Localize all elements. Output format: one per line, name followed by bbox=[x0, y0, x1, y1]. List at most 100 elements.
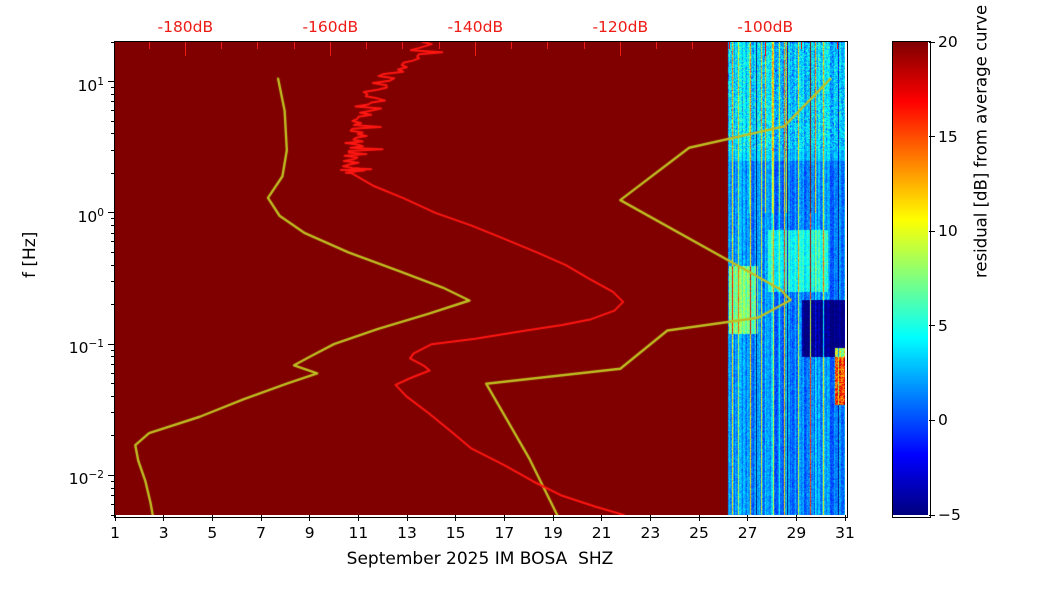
colorbar-tick bbox=[929, 514, 935, 516]
colorbar-tick-label: 10 bbox=[938, 222, 958, 241]
x-tick-label: 27 bbox=[737, 524, 758, 542]
x-tick bbox=[163, 515, 165, 521]
y-minor-tick bbox=[111, 372, 115, 374]
x-tick-label: 5 bbox=[207, 524, 218, 542]
x-tick bbox=[649, 515, 651, 521]
top-db-tick bbox=[764, 42, 766, 56]
y-minor-tick bbox=[111, 514, 115, 516]
top-db-tick-label: -120dB bbox=[592, 18, 649, 36]
x-tick-label: 19 bbox=[543, 524, 563, 542]
y-minor-tick bbox=[111, 264, 115, 266]
y-minor-tick bbox=[111, 349, 115, 351]
x-tick-label: 31 bbox=[835, 524, 855, 542]
top-db-minor-tick bbox=[583, 42, 585, 49]
y-minor-tick bbox=[111, 149, 115, 151]
colorbar-tick bbox=[929, 419, 935, 421]
y-minor-tick bbox=[111, 383, 115, 385]
y-minor-tick bbox=[111, 241, 115, 243]
y-tick-label: 101 bbox=[77, 75, 104, 95]
y-tick bbox=[108, 474, 115, 476]
colorbar-tick bbox=[929, 136, 935, 138]
x-tick bbox=[552, 515, 554, 521]
top-db-minor-tick bbox=[692, 42, 694, 49]
colorbar-tick-label: −5 bbox=[938, 506, 961, 524]
x-tick bbox=[406, 515, 408, 521]
x-tick-label: 29 bbox=[786, 524, 807, 542]
y-minor-tick bbox=[111, 395, 115, 397]
x-tick bbox=[309, 515, 311, 521]
x-tick-label: 17 bbox=[494, 524, 515, 542]
y-minor-tick bbox=[111, 93, 115, 95]
x-tick-label: 23 bbox=[640, 524, 661, 542]
y-minor-tick bbox=[111, 363, 115, 365]
y-minor-tick bbox=[111, 232, 115, 234]
x-tick-label: 11 bbox=[348, 524, 369, 542]
x-tick-label: 21 bbox=[591, 524, 612, 542]
residual-spectrogram-heatmap bbox=[115, 42, 845, 515]
x-tick-label: 7 bbox=[256, 524, 266, 542]
y-minor-tick bbox=[111, 504, 115, 506]
x-tick bbox=[357, 515, 359, 521]
x-tick bbox=[260, 515, 262, 521]
top-db-minor-tick bbox=[728, 42, 730, 49]
top-db-minor-tick bbox=[293, 42, 295, 49]
y-minor-tick bbox=[111, 218, 115, 220]
y-minor-tick bbox=[111, 110, 115, 112]
x-tick-label: 9 bbox=[304, 524, 315, 542]
top-db-tick-label: -100dB bbox=[737, 18, 794, 36]
top-db-minor-tick bbox=[656, 42, 658, 49]
x-tick bbox=[844, 515, 846, 521]
y-minor-tick bbox=[111, 251, 115, 253]
x-tick bbox=[795, 515, 797, 521]
y-tick bbox=[108, 212, 115, 214]
top-db-minor-tick bbox=[257, 42, 259, 49]
colorbar-tick-label: 20 bbox=[938, 33, 958, 51]
colorbar-tick bbox=[929, 325, 935, 327]
top-db-tick bbox=[184, 42, 187, 56]
x-tick bbox=[698, 515, 700, 521]
y-minor-tick bbox=[111, 281, 115, 282]
y-minor-tick bbox=[111, 487, 115, 489]
y-minor-tick bbox=[111, 101, 115, 103]
y-minor-tick bbox=[111, 435, 115, 437]
y-minor-tick bbox=[111, 120, 115, 122]
y-tick-label: 100 bbox=[77, 206, 104, 226]
y-minor-tick bbox=[111, 133, 115, 135]
y-minor-tick bbox=[111, 41, 115, 43]
y-minor-tick bbox=[111, 172, 115, 174]
top-db-minor-tick bbox=[511, 42, 513, 49]
colorbar-tick-label: 5 bbox=[938, 316, 948, 335]
x-tick-label: 1 bbox=[110, 524, 120, 542]
x-tick bbox=[114, 515, 116, 521]
y-minor-tick bbox=[111, 304, 115, 306]
colorbar-tick bbox=[929, 41, 935, 43]
y-minor-tick bbox=[111, 356, 115, 358]
x-tick bbox=[211, 515, 213, 521]
x-tick bbox=[455, 515, 457, 521]
colorbar-tick-label: 15 bbox=[938, 127, 958, 146]
x-tick bbox=[747, 515, 749, 521]
top-db-tick bbox=[474, 42, 477, 56]
y-tick bbox=[108, 81, 115, 83]
x-tick bbox=[503, 515, 505, 521]
colorbar-tick-label: 0 bbox=[938, 411, 948, 430]
top-db-minor-tick bbox=[547, 42, 549, 49]
x-tick-label: 3 bbox=[158, 524, 169, 542]
top-db-tick bbox=[329, 42, 332, 56]
x-tick-label: 25 bbox=[689, 524, 709, 542]
y-minor-tick bbox=[111, 225, 115, 227]
top-db-minor-tick bbox=[221, 42, 223, 49]
x-tick bbox=[601, 515, 603, 521]
top-db-minor-tick bbox=[801, 42, 802, 49]
top-db-tick-label: -180dB bbox=[157, 18, 214, 36]
x-tick-label: 13 bbox=[397, 524, 417, 542]
x-axis-label: September 2025 IM BOSA SHZ bbox=[346, 549, 614, 569]
y-minor-tick bbox=[111, 412, 115, 414]
top-db-tick-label: -140dB bbox=[447, 18, 504, 36]
top-db-minor-tick bbox=[438, 42, 440, 49]
y-minor-tick bbox=[111, 495, 115, 497]
x-tick-label: 15 bbox=[445, 524, 466, 542]
colorbar-tick bbox=[929, 230, 935, 232]
top-db-minor-tick bbox=[837, 42, 839, 49]
